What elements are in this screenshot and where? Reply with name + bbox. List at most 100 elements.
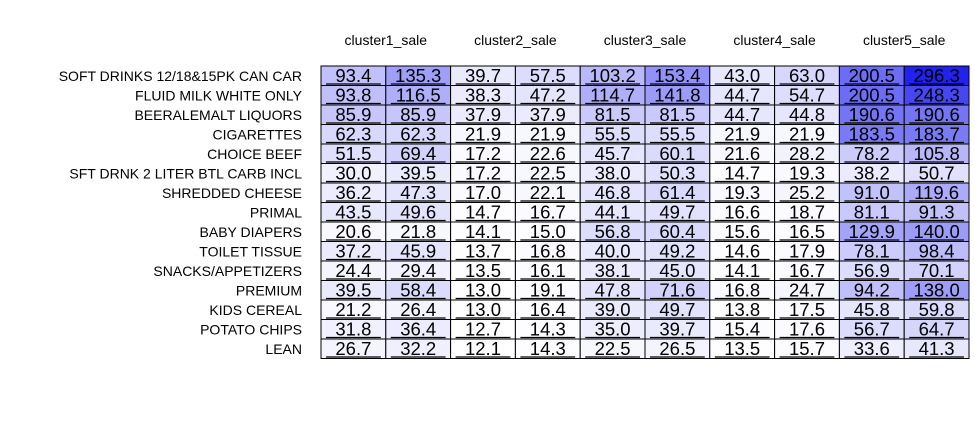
- cell-value: 45.0: [659, 260, 695, 281]
- cell-value: 38.2: [854, 163, 890, 184]
- cell-value: 37.9: [465, 104, 501, 125]
- cell-value: 24.7: [789, 280, 825, 301]
- row-label: BEERALEMALT LIQUORS: [134, 107, 302, 123]
- row-label: POTATO CHIPS: [200, 322, 302, 338]
- cell-value: 32.2: [400, 338, 436, 359]
- cell-value: 200.5: [849, 85, 895, 106]
- cell-value: 64.7: [919, 319, 955, 340]
- cell-value: 39.7: [465, 65, 501, 86]
- cell-value: 17.2: [465, 143, 501, 164]
- column-label-3: cluster3_sale: [604, 32, 687, 48]
- cell-value: 22.1: [530, 182, 566, 203]
- cell-value: 16.4: [530, 299, 566, 320]
- cell-value: 17.2: [465, 163, 501, 184]
- cell-value: 21.8: [400, 221, 436, 242]
- cell-value: 114.7: [590, 85, 635, 106]
- cell-value: 105.8: [913, 143, 959, 164]
- cell-value: 70.1: [919, 260, 955, 281]
- cell-value: 22.6: [530, 143, 566, 164]
- cell-value: 13.0: [465, 299, 501, 320]
- cell-value: 13.8: [724, 299, 760, 320]
- cell-value: 55.5: [595, 124, 631, 145]
- cell-value: 200.5: [849, 65, 895, 86]
- cell-value: 71.6: [659, 280, 695, 301]
- cell-value: 44.1: [595, 202, 631, 223]
- cell-value: 183.5: [849, 124, 895, 145]
- cell-value: 135.3: [395, 65, 441, 86]
- cell-value: 14.7: [724, 163, 760, 184]
- cell-value: 12.1: [465, 338, 501, 359]
- cell-value: 69.4: [400, 143, 436, 164]
- row-label: PREMIUM: [236, 283, 302, 299]
- cell-value: 62.3: [335, 124, 371, 145]
- cell-value: 78.1: [854, 241, 890, 262]
- cell-value: 22.5: [595, 338, 631, 359]
- cell-value: 98.4: [919, 241, 955, 262]
- cell-value: 39.5: [400, 163, 436, 184]
- row-label: CIGARETTES: [213, 127, 302, 143]
- cell-value: 35.0: [595, 319, 631, 340]
- cell-value: 49.2: [659, 241, 695, 262]
- cell-value: 21.9: [789, 124, 825, 145]
- cell-value: 129.9: [849, 221, 895, 242]
- cell-value: 61.4: [659, 182, 695, 203]
- cell-value: 33.6: [854, 338, 890, 359]
- cell-value: 14.1: [724, 260, 760, 281]
- cell-value: 15.7: [789, 338, 825, 359]
- cell-value: 16.5: [789, 221, 825, 242]
- cell-value: 60.4: [659, 221, 695, 242]
- cell-value: 21.2: [335, 299, 371, 320]
- cell-value: 62.3: [400, 124, 436, 145]
- cell-value: 14.7: [465, 202, 501, 223]
- cell-value: 13.0: [465, 280, 501, 301]
- cell-value: 45.7: [595, 143, 631, 164]
- cell-value: 17.0: [465, 182, 501, 203]
- cell-value: 44.7: [724, 85, 760, 106]
- cell-value: 91.3: [919, 202, 955, 223]
- cell-value: 141.8: [654, 85, 700, 106]
- cell-value: 26.5: [659, 338, 695, 359]
- cell-value: 16.7: [789, 260, 825, 281]
- cell-value: 60.1: [659, 143, 695, 164]
- cell-value: 14.6: [724, 241, 760, 262]
- row-label: CHOICE BEEF: [207, 146, 302, 162]
- column-label-5: cluster5_sale: [863, 32, 946, 48]
- cell-value: 43.5: [335, 202, 371, 223]
- cell-value: 26.4: [400, 299, 436, 320]
- cell-value: 18.7: [789, 202, 825, 223]
- cell-value: 25.2: [789, 182, 825, 203]
- row-label: KIDS CEREAL: [209, 302, 302, 318]
- cell-value: 54.7: [789, 85, 825, 106]
- cell-value: 50.3: [659, 163, 695, 184]
- cell-value: 36.2: [335, 182, 371, 203]
- cell-value: 39.0: [595, 299, 631, 320]
- cell-value: 78.2: [854, 143, 890, 164]
- cell-value: 38.1: [595, 260, 631, 281]
- cell-value: 15.4: [724, 319, 760, 340]
- cell-value: 49.7: [659, 299, 695, 320]
- cell-value: 93.4: [335, 65, 371, 86]
- cell-value: 81.5: [659, 104, 695, 125]
- cell-value: 138.0: [913, 280, 959, 301]
- cell-value: 17.5: [789, 299, 825, 320]
- cell-value: 19.1: [530, 280, 566, 301]
- cell-value: 56.7: [854, 319, 890, 340]
- cell-value: 190.6: [849, 104, 895, 125]
- column-labels: cluster1_sale cluster2_sale cluster3_sale c…: [345, 32, 946, 48]
- cell-value: 248.3: [913, 85, 959, 106]
- cell-value: 14.3: [530, 319, 566, 340]
- cell-value: 15.6: [724, 221, 760, 242]
- cell-value: 21.9: [530, 124, 566, 145]
- cell-value: 49.7: [659, 202, 695, 223]
- cell-value: 21.9: [465, 124, 501, 145]
- cell-value: 13.7: [465, 241, 501, 262]
- cell-value: 13.5: [465, 260, 501, 281]
- cell-value: 24.4: [335, 260, 371, 281]
- cell-value: 119.6: [914, 182, 959, 203]
- cell-value: 296.3: [913, 65, 959, 86]
- cell-value: 43.0: [724, 65, 760, 86]
- cell-value: 37.9: [530, 104, 566, 125]
- cell-value: 17.9: [789, 241, 825, 262]
- heatmap-cell: [903, 338, 970, 359]
